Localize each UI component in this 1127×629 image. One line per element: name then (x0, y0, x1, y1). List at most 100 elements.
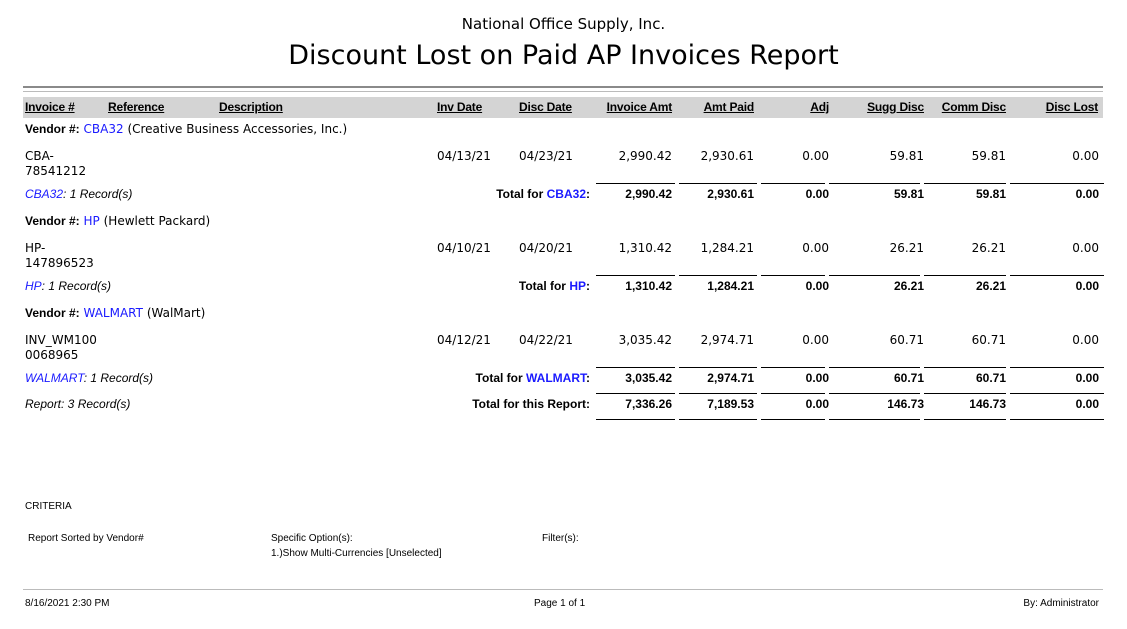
cell-comm-disc: 59.81 (971, 149, 1006, 163)
vendor-id-link[interactable]: WALMART (25, 371, 84, 385)
total-rule (1010, 393, 1104, 394)
vendor-id-link[interactable]: WALMART (83, 306, 143, 320)
invoice-number: HP- (25, 241, 46, 255)
cell-disc-lost: 0.00 (1072, 149, 1099, 163)
disc-date: 04/22/21 (519, 333, 573, 347)
vendor-id-link[interactable]: HP (569, 279, 586, 293)
total-rule (829, 275, 920, 276)
total-for-text: Total for (518, 279, 566, 293)
total-rule (1010, 367, 1104, 368)
vendor-label: Vendor #: (25, 122, 80, 136)
total-disc-lost: 0.00 (1075, 371, 1099, 385)
total-sugg-disc: 26.21 (893, 279, 924, 293)
vendor-record-count: WALMART: 1 Record(s) (25, 371, 153, 385)
divider (23, 86, 1103, 88)
total-invoice-amt: 1,310.42 (625, 279, 672, 293)
total-rule (1010, 183, 1104, 184)
invoice-number-cont: 78541212 (25, 164, 87, 178)
report-record-count: Report: 3 Record(s) (25, 397, 131, 411)
report-total-disc-lost: 0.00 (1075, 397, 1099, 411)
report-total-invoice-amt: 7,336.26 (625, 397, 672, 411)
report-total-comm-disc: 146.73 (969, 397, 1006, 411)
cell-amt-paid: 1,284.21 (700, 241, 754, 255)
record-count: : 1 Record(s) (63, 187, 133, 201)
total-sugg-disc: 60.71 (893, 371, 924, 385)
cell-sugg-disc: 60.71 (889, 333, 924, 347)
vendor-name: (WalMart) (146, 306, 206, 320)
record-count: : 1 Record(s) (41, 279, 112, 293)
cell-adj: 0.00 (802, 333, 829, 347)
disc-date: 04/20/21 (519, 241, 573, 255)
invoice-number: CBA- (25, 149, 54, 163)
report-total-amt-paid: 7,189.53 (707, 397, 754, 411)
cell-invoice-amt: 1,310.42 (618, 241, 672, 255)
total-rule (679, 275, 757, 276)
col-description[interactable]: Description (219, 100, 283, 114)
total-rule (596, 419, 675, 420)
cell-amt-paid: 2,930.61 (700, 149, 754, 163)
report-total-label: Total for this Report: (472, 397, 590, 411)
vendor-record-count: HP: 1 Record(s) (25, 279, 111, 293)
total-amt-paid: 2,930.61 (707, 187, 754, 201)
total-rule (924, 393, 1006, 394)
vendor-name: (Creative Business Accessories, Inc.) (127, 122, 348, 136)
total-rule (761, 393, 825, 394)
col-inv-date[interactable]: Inv Date (437, 100, 483, 114)
vendor-header: Vendor #: HP (Hewlett Packard) (25, 214, 210, 228)
col-reference[interactable]: Reference (108, 100, 165, 114)
total-adj: 0.00 (805, 279, 829, 293)
col-disc-date[interactable]: Disc Date (519, 100, 572, 114)
total-rule (761, 367, 825, 368)
total-rule (596, 367, 675, 368)
col-comm-disc[interactable]: Comm Disc (941, 100, 1006, 114)
report-total-sugg-disc: 146.73 (887, 397, 924, 411)
total-rule (829, 367, 920, 368)
total-disc-lost: 0.00 (1075, 187, 1099, 201)
col-invoice[interactable]: Invoice # (25, 100, 75, 114)
inv-date: 04/13/21 (437, 149, 491, 163)
criteria-filters-label: Filter(s): (542, 533, 579, 544)
total-rule (924, 183, 1006, 184)
vendor-id-link[interactable]: WALMART (526, 371, 586, 385)
col-amt-paid[interactable]: Amt Paid (703, 100, 755, 114)
criteria-sorted: Report Sorted by Vendor# (28, 533, 144, 544)
footer-page: Page 1 of 1 (534, 598, 586, 609)
total-sugg-disc: 59.81 (893, 187, 924, 201)
vendor-id-link[interactable]: CBA32 (546, 187, 586, 201)
col-sugg-disc[interactable]: Sugg Disc (867, 100, 924, 114)
vendor-id-link[interactable]: CBA32 (25, 187, 64, 201)
total-rule (761, 183, 825, 184)
total-rule (924, 367, 1006, 368)
vendor-label: Vendor #: (25, 306, 80, 320)
total-rule (1010, 419, 1104, 420)
report-total-adj: 0.00 (805, 397, 829, 411)
cell-disc-lost: 0.00 (1072, 241, 1099, 255)
vendor-id-link[interactable]: HP (83, 214, 100, 228)
footer-by: By: Administrator (1023, 598, 1099, 609)
vendor-id-link[interactable]: HP (25, 279, 42, 293)
col-disc-lost[interactable]: Disc Lost (1045, 100, 1098, 114)
invoice-number: INV_WM100 (25, 333, 97, 347)
cell-adj: 0.00 (802, 149, 829, 163)
cell-invoice-amt: 3,035.42 (618, 333, 672, 347)
criteria-heading: CRITERIA (25, 501, 72, 512)
vendor-total-label: Total for HP: (518, 279, 590, 293)
total-rule (761, 275, 825, 276)
total-for-text: Total for (496, 187, 544, 201)
cell-adj: 0.00 (802, 241, 829, 255)
footer-divider (23, 589, 1103, 590)
total-disc-lost: 0.00 (1075, 279, 1099, 293)
total-rule (829, 393, 920, 394)
cell-invoice-amt: 2,990.42 (618, 149, 672, 163)
col-invoice-amt[interactable]: Invoice Amt (606, 100, 673, 114)
column-header-band (23, 97, 1103, 118)
total-comm-disc: 60.71 (975, 371, 1006, 385)
col-adj[interactable]: Adj (810, 100, 829, 114)
inv-date: 04/10/21 (437, 241, 491, 255)
footer-datetime: 8/16/2021 2:30 PM (25, 598, 110, 609)
invoice-number-cont: 147896523 (25, 256, 94, 270)
vendor-id-link[interactable]: CBA32 (83, 122, 124, 136)
vendor-header: Vendor #: WALMART (WalMart) (25, 306, 205, 320)
total-rule (829, 183, 920, 184)
